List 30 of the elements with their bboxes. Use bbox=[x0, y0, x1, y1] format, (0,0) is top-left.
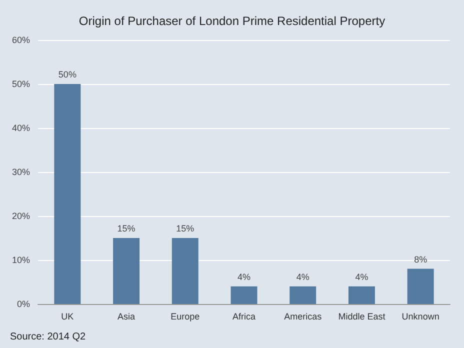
y-tick-label: 60% bbox=[12, 35, 30, 45]
bar bbox=[230, 286, 258, 304]
bar bbox=[407, 268, 434, 304]
y-tick-label: 50% bbox=[12, 79, 30, 89]
source-note: Source: 2014 Q2 bbox=[10, 332, 86, 342]
chart-title: Origin of Purchaser of London Prime Residential Property bbox=[78, 14, 386, 28]
y-tick-label: 20% bbox=[12, 211, 30, 221]
data-label: 8% bbox=[414, 254, 428, 264]
x-tick-label: Africa bbox=[232, 312, 256, 322]
bar bbox=[54, 84, 81, 304]
y-tick-label: 0% bbox=[16, 299, 30, 309]
data-label: 4% bbox=[355, 272, 368, 282]
data-label: 4% bbox=[296, 272, 310, 282]
x-tick-label: UK bbox=[61, 312, 74, 322]
x-tick-label: Middle East bbox=[338, 312, 386, 322]
data-label: 15% bbox=[117, 224, 136, 234]
x-tick-label: Asia bbox=[118, 312, 136, 322]
y-tick-label: 10% bbox=[12, 255, 30, 265]
x-tick-label: Unknown bbox=[402, 312, 440, 322]
data-label: 50% bbox=[58, 70, 76, 80]
bar bbox=[348, 286, 375, 304]
bar bbox=[290, 286, 316, 304]
data-label: 4% bbox=[237, 272, 251, 282]
y-tick-label: 40% bbox=[12, 123, 30, 133]
bar bbox=[113, 238, 140, 304]
x-tick-label: Americas bbox=[284, 312, 322, 322]
y-tick-label: 30% bbox=[12, 167, 30, 177]
bar bbox=[172, 238, 198, 304]
data-label: 15% bbox=[176, 224, 194, 234]
x-tick-label: Europe bbox=[170, 312, 200, 322]
